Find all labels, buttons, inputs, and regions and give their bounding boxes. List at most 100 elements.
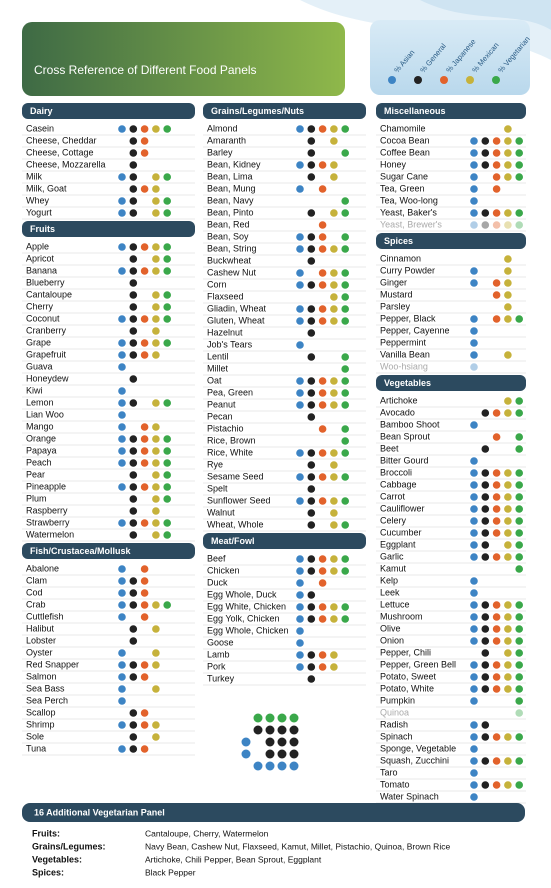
panel-dot	[129, 267, 138, 275]
item-name: Wheat, Whole	[207, 519, 264, 529]
panel-dot	[163, 601, 171, 609]
panel-dot	[118, 673, 126, 681]
panel-dot	[129, 673, 138, 681]
panel-dot	[296, 281, 304, 289]
panel-dot	[118, 649, 126, 657]
section-title: Vegetables	[384, 378, 431, 388]
panel-dot	[140, 565, 149, 573]
item-name: Cheese, Cheddar	[26, 135, 97, 145]
item-name: Pumpkin	[380, 695, 415, 705]
panel-dot	[307, 401, 316, 409]
item-name: Cinnamon	[380, 253, 421, 263]
panel-dot	[140, 243, 149, 251]
panel-dot	[330, 245, 338, 253]
panel-dot	[129, 291, 138, 299]
panel-dot	[129, 733, 138, 741]
panel-dot	[140, 483, 149, 491]
panel-dot	[481, 733, 490, 741]
item-name: Bean Sprout	[380, 431, 431, 441]
panel-dot	[307, 485, 316, 493]
item-name: Egg Whole, Duck	[207, 589, 277, 599]
panel-dot	[129, 625, 138, 633]
panel-dot	[307, 555, 316, 563]
panel-dot	[118, 399, 126, 407]
panel-dot	[118, 351, 126, 359]
panel-dot	[470, 279, 478, 287]
panel-dot	[504, 649, 512, 657]
panel-dot	[318, 579, 327, 587]
panel-dot	[341, 209, 350, 217]
panel-dot	[341, 567, 350, 575]
panel-dot	[330, 651, 338, 659]
item-name: Pistachio	[207, 423, 244, 433]
panel-dot	[330, 401, 338, 409]
row-label: Grains/Legumes:	[32, 841, 106, 851]
panel-dot	[318, 125, 327, 133]
panel-dot	[492, 625, 501, 633]
item-name: Spinach	[380, 731, 413, 741]
item-name: Milk	[26, 171, 42, 181]
panel-dot	[118, 267, 126, 275]
panel-dot	[481, 149, 490, 157]
row-label: Spices:	[32, 867, 64, 877]
section-header	[376, 375, 526, 391]
panel-dot	[152, 291, 160, 299]
item-name: Grapefruit	[26, 349, 67, 359]
panel-dot	[118, 565, 126, 573]
panel-dot	[492, 291, 501, 299]
item-name: Goose	[207, 637, 234, 647]
panel-dot	[330, 521, 338, 529]
panel-dot	[470, 327, 478, 335]
panel-dot	[118, 697, 126, 705]
panel-dot	[504, 541, 512, 549]
item-name: Bean, Soy	[207, 231, 249, 241]
item-name: Honey	[380, 159, 407, 169]
panel-dot	[307, 149, 316, 157]
panel-dot	[470, 267, 478, 275]
item-name: Bean, Pinto	[207, 207, 254, 217]
panel-dot	[129, 435, 138, 443]
panel-dot	[515, 517, 523, 525]
panel-dot	[318, 377, 327, 385]
panel-dot	[307, 257, 316, 265]
panel-dot	[118, 387, 126, 395]
panel-dot	[129, 339, 138, 347]
section-title: 16 Additional Vegetarian Panel	[34, 807, 165, 817]
panel-dot	[470, 221, 478, 229]
panel-dot	[341, 389, 350, 397]
panel-dot	[140, 149, 149, 157]
panel-dot	[470, 363, 478, 371]
panel-dot	[492, 673, 501, 681]
item-name: Crab	[26, 599, 46, 609]
panel-dot	[118, 745, 126, 753]
panel-dot	[492, 149, 501, 157]
panel-dot	[118, 197, 126, 205]
panel-dot	[492, 505, 501, 513]
item-name: Chicken	[207, 565, 240, 575]
section-header	[376, 233, 526, 249]
panel-dot	[341, 603, 350, 611]
panel-dot	[515, 649, 523, 657]
panel-dot	[515, 433, 523, 441]
panel-dot	[296, 401, 304, 409]
panel-dot	[140, 613, 149, 621]
panel-dot	[296, 579, 304, 587]
panel-dot	[470, 505, 478, 513]
item-name: Bean, Mung	[207, 183, 256, 193]
panel-dot	[341, 149, 350, 157]
panel-dot	[318, 401, 327, 409]
panel-dot	[152, 267, 160, 275]
item-name: Sea Bass	[26, 683, 65, 693]
item-name: Mustard	[380, 289, 413, 299]
item-name: Bitter Gourd	[380, 455, 429, 465]
panel-dot	[307, 567, 316, 575]
panel-dot	[318, 389, 327, 397]
panel-dot	[341, 377, 350, 385]
item-name: Cod	[26, 587, 43, 597]
panel-dot	[470, 517, 478, 525]
item-name: Garlic	[380, 551, 404, 561]
panel-dot	[470, 351, 478, 359]
panel-dot	[470, 137, 478, 145]
panel-dot	[318, 603, 327, 611]
item-name: Red Snapper	[26, 659, 79, 669]
